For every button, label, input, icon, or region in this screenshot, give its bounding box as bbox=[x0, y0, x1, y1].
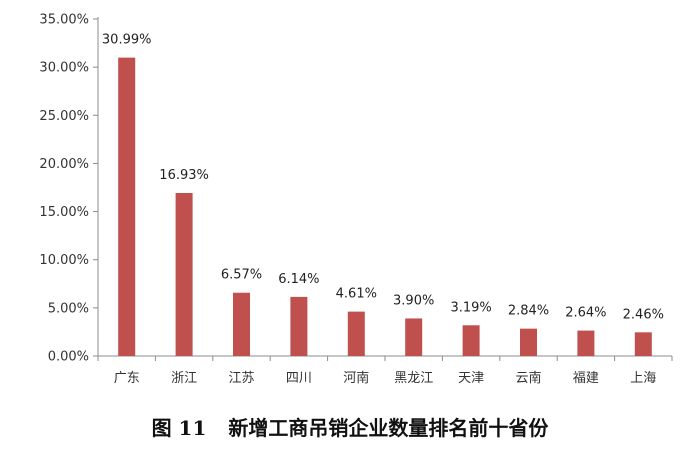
category-label: 河南 bbox=[343, 370, 369, 386]
y-tick-label: 30.00% bbox=[39, 61, 89, 76]
data-label: 3.90% bbox=[393, 293, 434, 308]
bar bbox=[577, 330, 595, 356]
bar bbox=[175, 192, 193, 356]
data-labels: 30.99% 16.93% 6.57% 6.14% 4.61% 3.90% 3.19% 2.8… bbox=[102, 33, 664, 323]
category-label: 云南 bbox=[515, 370, 541, 386]
bars bbox=[118, 57, 652, 357]
category-label: 上海 bbox=[630, 371, 656, 386]
y-tick-label: 35.00% bbox=[39, 13, 89, 28]
data-label: 3.19% bbox=[450, 300, 491, 315]
category-label: 福建 bbox=[573, 371, 599, 386]
category-label: 黑龙江 bbox=[394, 371, 433, 386]
figure-number: 图 11 bbox=[151, 416, 207, 440]
bar bbox=[520, 328, 537, 356]
bar-chart: 0.00% 5.00% 10.00% 15.00% 20.00% 25.00% 30.00%… bbox=[39, 13, 673, 386]
data-label: 2.46% bbox=[623, 307, 664, 322]
bar bbox=[462, 325, 480, 356]
bar bbox=[233, 292, 250, 356]
figure-caption: 图 11 新增工商吊销企业数量排名前十省份 bbox=[0, 412, 700, 441]
category-label: 天津 bbox=[458, 371, 484, 386]
bar bbox=[405, 318, 423, 356]
data-label: 2.84% bbox=[508, 304, 549, 319]
y-tick-label: 5.00% bbox=[48, 301, 89, 316]
figure-title: 新增工商吊销企业数量排名前十省份 bbox=[228, 416, 549, 440]
bar bbox=[118, 57, 136, 357]
bar bbox=[347, 311, 365, 356]
y-tick-label: 20.00% bbox=[39, 157, 89, 172]
data-label: 4.61% bbox=[336, 287, 377, 302]
data-label: 16.93% bbox=[159, 168, 209, 183]
data-label: 2.64% bbox=[565, 306, 606, 321]
category-label: 四川 bbox=[286, 371, 312, 386]
y-tick-label: 0.00% bbox=[48, 350, 89, 365]
category-label: 广东 bbox=[114, 371, 140, 386]
data-label: 6.57% bbox=[221, 268, 262, 283]
y-tick-label: 15.00% bbox=[39, 205, 89, 220]
data-label: 30.99% bbox=[102, 33, 152, 48]
data-label: 6.14% bbox=[278, 272, 319, 287]
category-label: 浙江 bbox=[171, 371, 197, 386]
x-axis-labels: 广东 浙江 江苏 四川 河南 黑龙江 天津 云南 福建 上海 bbox=[114, 370, 657, 386]
category-label: 江苏 bbox=[228, 370, 254, 386]
bar bbox=[290, 296, 308, 356]
y-axis-ticks: 0.00% 5.00% 10.00% 15.00% 20.00% 25.00% 30.00%… bbox=[39, 13, 98, 365]
y-tick-label: 25.00% bbox=[39, 109, 89, 124]
y-tick-label: 10.00% bbox=[39, 253, 89, 268]
bar bbox=[634, 332, 652, 356]
chart-axes bbox=[97, 17, 673, 361]
